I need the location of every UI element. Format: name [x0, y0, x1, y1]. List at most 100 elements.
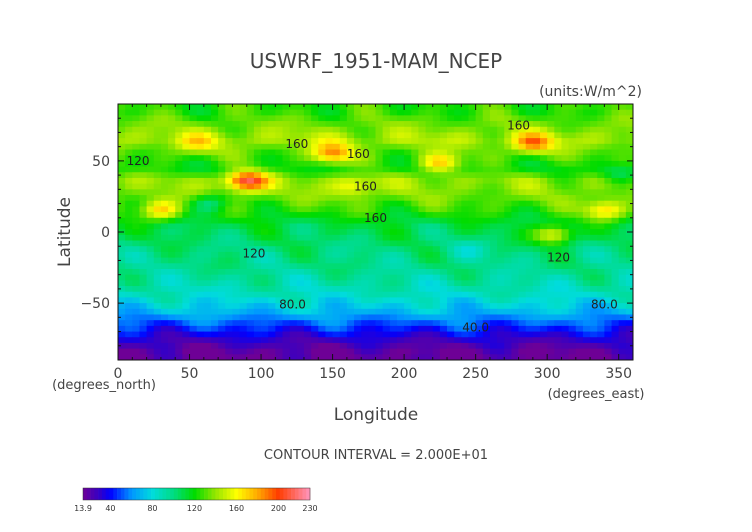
- heatmap-cell: [318, 155, 326, 162]
- heatmap-cell: [511, 217, 519, 224]
- heatmap-cell: [404, 212, 412, 219]
- heatmap-cell: [475, 314, 484, 321]
- heatmap-cell: [153, 212, 162, 219]
- heatmap-cell: [354, 155, 362, 162]
- heatmap-cell: [475, 195, 484, 202]
- heatmap-cell: [311, 331, 319, 338]
- heatmap-cell: [303, 251, 312, 258]
- heatmap-cell: [175, 195, 183, 202]
- heatmap-cell: [532, 251, 541, 258]
- colorbar-swatch: [215, 488, 220, 500]
- heatmap-cell: [482, 126, 491, 133]
- heatmap-cell: [339, 109, 348, 116]
- heatmap-cell: [597, 342, 605, 350]
- heatmap-cell: [618, 337, 627, 344]
- heatmap-cell: [182, 109, 190, 116]
- heatmap-cell: [389, 257, 398, 264]
- heatmap-cell: [482, 234, 491, 241]
- heatmap-cell: [196, 325, 205, 332]
- heatmap-cell: [318, 286, 326, 293]
- heatmap-cell: [597, 240, 605, 247]
- heatmap-cell: [618, 314, 627, 321]
- heatmap-cell: [375, 149, 384, 156]
- heatmap-cell: [411, 115, 419, 122]
- heatmap-cell: [346, 121, 355, 128]
- heatmap-cell: [311, 342, 319, 350]
- heatmap-cell: [332, 286, 341, 293]
- heatmap-cell: [511, 331, 519, 338]
- heatmap-cell: [375, 337, 384, 344]
- heatmap-cell: [561, 308, 570, 315]
- heatmap-cell: [554, 337, 562, 344]
- heatmap-cell: [482, 223, 491, 230]
- heatmap-cell: [168, 354, 176, 361]
- heatmap-cell: [232, 223, 240, 230]
- heatmap-cell: [160, 291, 169, 298]
- heatmap-cell: [404, 240, 412, 247]
- heatmap-cell: [196, 143, 205, 150]
- heatmap-cell: [439, 109, 448, 116]
- heatmap-cell: [375, 297, 384, 304]
- heatmap-cell: [282, 177, 291, 185]
- heatmap-cell: [125, 109, 133, 116]
- heatmap-cell: [210, 104, 219, 111]
- heatmap-cell: [203, 291, 212, 298]
- heatmap-cell: [418, 240, 426, 247]
- heatmap-cell: [232, 149, 240, 156]
- heatmap-cell: [332, 121, 341, 128]
- colorbar-swatch: [264, 488, 269, 500]
- heatmap-cell: [604, 189, 612, 196]
- heatmap-cell: [268, 183, 276, 190]
- heatmap-cell: [532, 132, 541, 139]
- heatmap-cell: [425, 325, 434, 332]
- heatmap-cell: [139, 291, 148, 298]
- heatmap-cell: [454, 234, 462, 241]
- heatmap-cell: [475, 240, 484, 247]
- heatmap-cell: [325, 325, 333, 332]
- heatmap-cell: [568, 149, 577, 156]
- heatmap-cell: [311, 143, 319, 150]
- heatmap-cell: [568, 200, 577, 207]
- heatmap-cell: [389, 189, 398, 196]
- heatmap-cell: [425, 109, 434, 116]
- heatmap-cell: [468, 121, 477, 128]
- heatmap-cell: [203, 172, 212, 179]
- heatmap-cell: [118, 331, 126, 338]
- heatmap-cell: [210, 314, 219, 321]
- heatmap-cell: [189, 229, 198, 236]
- heatmap-cell: [368, 149, 376, 156]
- heatmap-cell: [382, 325, 391, 332]
- heatmap-cell: [203, 126, 212, 133]
- heatmap-cell: [325, 217, 333, 224]
- heatmap-cell: [625, 115, 634, 122]
- heatmap-cell: [339, 212, 348, 219]
- heatmap-cell: [368, 274, 376, 281]
- heatmap-cell: [125, 138, 133, 145]
- heatmap-cell: [318, 200, 326, 207]
- heatmap-cell: [561, 177, 570, 185]
- heatmap-cell: [475, 348, 484, 355]
- heatmap-cell: [604, 200, 612, 207]
- heatmap-cell: [404, 115, 412, 122]
- heatmap-cell: [196, 234, 205, 241]
- heatmap-cell: [618, 109, 627, 116]
- heatmap-cell: [268, 320, 276, 327]
- heatmap-cell: [239, 149, 248, 156]
- heatmap-cell: [218, 177, 226, 185]
- heatmap-cell: [246, 206, 255, 213]
- heatmap-cell: [432, 195, 441, 202]
- heatmap-cell: [282, 183, 291, 190]
- heatmap-cell: [246, 331, 255, 338]
- heatmap-cell: [311, 189, 319, 196]
- heatmap-cell: [168, 126, 176, 133]
- heatmap-cell: [139, 195, 148, 202]
- heatmap-cell: [597, 126, 605, 133]
- heatmap-cell: [303, 212, 312, 219]
- heatmap-cell: [246, 172, 255, 179]
- heatmap-cell: [246, 138, 255, 145]
- heatmap-cell: [325, 297, 333, 304]
- heatmap-cell: [311, 320, 319, 327]
- heatmap-cell: [332, 229, 341, 236]
- heatmap-cell: [239, 126, 248, 133]
- heatmap-cell: [210, 303, 219, 310]
